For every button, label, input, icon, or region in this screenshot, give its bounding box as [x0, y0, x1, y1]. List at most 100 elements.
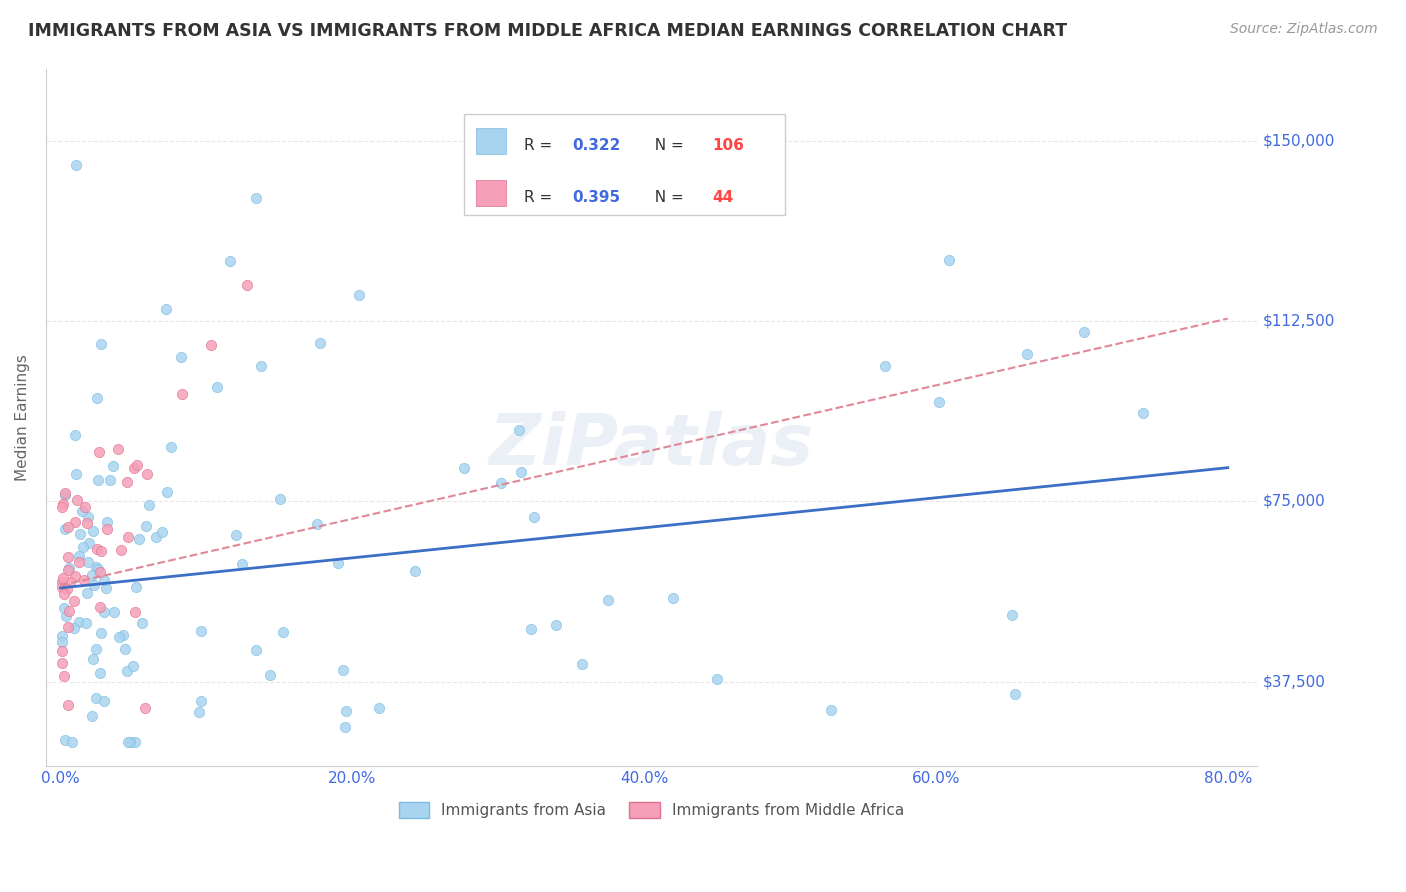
Text: R =: R =	[524, 190, 557, 205]
Point	[56, 620, 79, 634]
Point	[928, 395, 950, 409]
Point	[58, 604, 80, 618]
Point	[155, 301, 177, 316]
Point	[86, 690, 108, 705]
Point	[250, 359, 273, 374]
Point	[53, 522, 76, 536]
Point	[67, 615, 90, 629]
Point	[489, 476, 512, 491]
FancyBboxPatch shape	[464, 114, 785, 215]
Point	[86, 542, 108, 557]
Point	[72, 540, 94, 554]
Point	[51, 500, 73, 514]
Text: N =: N =	[645, 137, 689, 153]
Point	[65, 493, 87, 508]
Point	[187, 705, 209, 719]
Point	[938, 252, 960, 267]
Point	[190, 624, 212, 638]
Point	[259, 668, 281, 682]
Text: 0.322: 0.322	[572, 137, 621, 153]
Point	[114, 641, 136, 656]
Point	[63, 569, 86, 583]
Point	[53, 733, 76, 747]
Text: ZiPatlas: ZiPatlas	[489, 410, 814, 480]
Point	[89, 565, 111, 579]
Point	[225, 527, 247, 541]
Point	[107, 442, 129, 457]
Text: $150,000: $150,000	[1263, 133, 1336, 148]
Text: 44: 44	[711, 190, 734, 205]
Point	[62, 593, 84, 607]
Point	[96, 522, 118, 536]
Point	[170, 350, 193, 364]
Text: Source: ZipAtlas.com: Source: ZipAtlas.com	[1230, 22, 1378, 37]
Point	[332, 663, 354, 677]
Point	[52, 497, 75, 511]
Point	[93, 573, 115, 587]
Point	[51, 575, 73, 590]
Point	[51, 635, 73, 649]
Point	[51, 644, 73, 658]
Point	[205, 380, 228, 394]
Point	[80, 708, 103, 723]
Point	[333, 720, 356, 734]
Point	[77, 536, 100, 550]
Point	[87, 562, 110, 576]
Point	[58, 560, 80, 574]
Point	[83, 578, 105, 592]
Point	[873, 359, 896, 373]
Point	[56, 698, 79, 712]
Point	[200, 338, 222, 352]
FancyBboxPatch shape	[475, 128, 506, 154]
Point	[76, 516, 98, 531]
Point	[90, 625, 112, 640]
Point	[56, 520, 79, 534]
Point	[1073, 326, 1095, 340]
Point	[236, 277, 259, 292]
Point	[124, 460, 146, 475]
Point	[305, 517, 328, 532]
Point	[706, 673, 728, 687]
Point	[335, 704, 357, 718]
Point	[128, 532, 150, 546]
Point	[1015, 347, 1038, 361]
Point	[571, 657, 593, 671]
Point	[76, 510, 98, 524]
Point	[121, 659, 143, 673]
Point	[245, 191, 267, 205]
Point	[269, 492, 291, 507]
Text: $75,000: $75,000	[1263, 494, 1326, 508]
Point	[89, 599, 111, 614]
Point	[101, 458, 124, 473]
Point	[84, 641, 107, 656]
Point	[51, 580, 73, 594]
Point	[87, 445, 110, 459]
Point	[96, 516, 118, 530]
Point	[82, 652, 104, 666]
Point	[134, 701, 156, 715]
Point	[510, 465, 533, 479]
Point	[59, 574, 82, 589]
Point	[245, 642, 267, 657]
Point	[117, 530, 139, 544]
Point	[328, 556, 350, 570]
Point	[190, 694, 212, 708]
Point	[67, 555, 90, 569]
Point	[1132, 406, 1154, 420]
Point	[52, 601, 75, 615]
Point	[347, 287, 370, 301]
Point	[231, 557, 253, 571]
Point	[67, 549, 90, 563]
Point	[98, 473, 121, 487]
Text: $37,500: $37,500	[1263, 674, 1326, 690]
Point	[52, 587, 75, 601]
Point	[55, 485, 77, 500]
Point	[69, 527, 91, 541]
Point	[103, 605, 125, 619]
Point	[159, 440, 181, 454]
Point	[546, 618, 568, 632]
FancyBboxPatch shape	[475, 180, 506, 206]
Point	[52, 669, 75, 683]
Point	[219, 253, 242, 268]
Y-axis label: Median Earnings: Median Earnings	[15, 354, 30, 481]
